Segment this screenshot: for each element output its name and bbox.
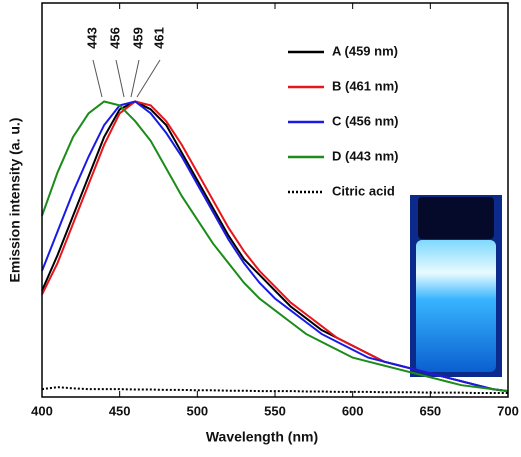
peak-leader	[136, 59, 161, 98]
x-tick-label: 650	[419, 403, 441, 418]
x-tick-label: 450	[109, 403, 131, 418]
legend-label: C (456 nm)	[332, 113, 398, 128]
peak-leader	[115, 59, 125, 98]
plot-frame	[41, 2, 509, 398]
x-tick-label: 700	[497, 403, 519, 418]
vial-body	[416, 240, 496, 372]
x-axis-label: Wavelength (nm)	[206, 429, 318, 445]
peak-leader	[130, 59, 140, 98]
y-axis-label: Emission intensity (a. u.)	[7, 118, 23, 283]
x-tick-label: 550	[264, 403, 286, 418]
peak-label: 456	[107, 27, 122, 49]
legend-label: B (461 nm)	[332, 78, 398, 93]
inset-photo	[410, 195, 502, 377]
x-tick-label: 600	[342, 403, 364, 418]
data-line	[41, 100, 509, 393]
legend-label: Citric acid	[332, 183, 395, 198]
peak-label: 459	[130, 27, 145, 49]
x-tick-label: 500	[186, 403, 208, 418]
peak-label: 443	[84, 27, 99, 49]
legend-label: A (459 nm)	[332, 43, 398, 58]
legend-label: D (443 nm)	[332, 148, 398, 163]
peak-leader	[92, 59, 103, 98]
data-line	[41, 386, 508, 395]
vial-cap	[418, 197, 494, 239]
x-tick-label: 400	[31, 403, 53, 418]
peak-label: 461	[151, 27, 166, 49]
